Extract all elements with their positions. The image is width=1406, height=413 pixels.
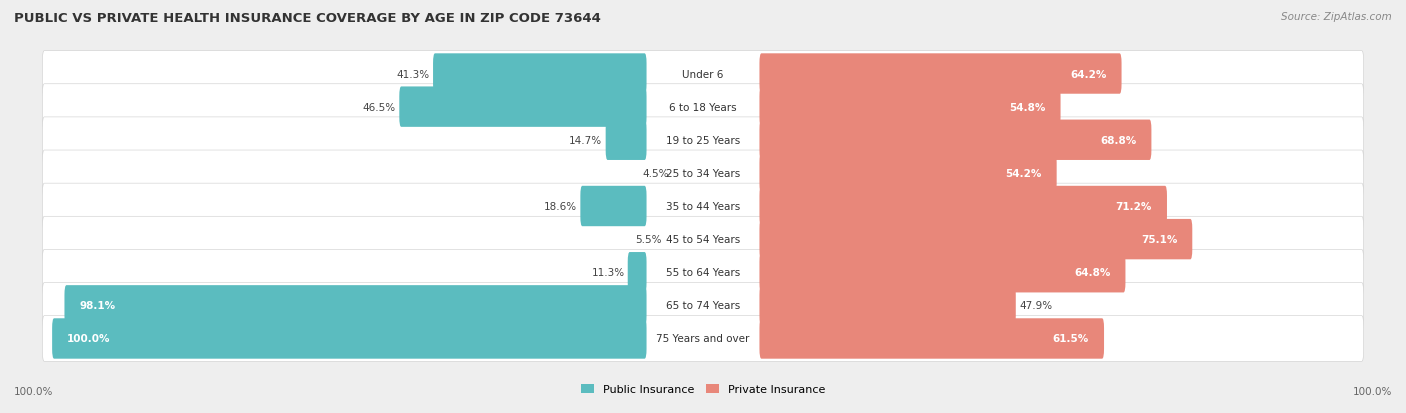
Text: 64.2%: 64.2% [1070,69,1107,79]
FancyBboxPatch shape [759,87,1060,128]
Text: 55 to 64 Years: 55 to 64 Years [666,268,740,278]
Text: 64.8%: 64.8% [1074,268,1111,278]
Text: 4.5%: 4.5% [643,169,669,178]
FancyBboxPatch shape [433,54,647,95]
Text: 5.5%: 5.5% [636,235,662,244]
Text: 47.9%: 47.9% [1019,301,1052,311]
FancyBboxPatch shape [606,120,647,161]
FancyBboxPatch shape [42,184,1364,229]
Legend: Public Insurance, Private Insurance: Public Insurance, Private Insurance [576,380,830,399]
FancyBboxPatch shape [399,87,647,128]
Text: 75 Years and over: 75 Years and over [657,334,749,344]
FancyBboxPatch shape [759,285,1015,326]
Text: 75.1%: 75.1% [1142,235,1177,244]
Text: 45 to 54 Years: 45 to 54 Years [666,235,740,244]
Text: 98.1%: 98.1% [79,301,115,311]
FancyBboxPatch shape [42,118,1364,163]
Text: Source: ZipAtlas.com: Source: ZipAtlas.com [1281,12,1392,22]
Text: PUBLIC VS PRIVATE HEALTH INSURANCE COVERAGE BY AGE IN ZIP CODE 73644: PUBLIC VS PRIVATE HEALTH INSURANCE COVER… [14,12,600,25]
Text: 46.5%: 46.5% [363,102,396,112]
Text: 54.8%: 54.8% [1010,102,1046,112]
FancyBboxPatch shape [581,186,647,227]
Text: 71.2%: 71.2% [1116,202,1152,211]
Text: 18.6%: 18.6% [544,202,576,211]
FancyBboxPatch shape [759,252,1125,293]
FancyBboxPatch shape [42,250,1364,295]
Text: 61.5%: 61.5% [1053,334,1090,344]
FancyBboxPatch shape [42,316,1364,361]
Text: 100.0%: 100.0% [14,387,53,396]
Text: 68.8%: 68.8% [1101,135,1136,145]
FancyBboxPatch shape [759,54,1122,95]
FancyBboxPatch shape [42,85,1364,130]
Text: 19 to 25 Years: 19 to 25 Years [666,135,740,145]
Text: Under 6: Under 6 [682,69,724,79]
FancyBboxPatch shape [42,52,1364,97]
Text: 65 to 74 Years: 65 to 74 Years [666,301,740,311]
Text: 35 to 44 Years: 35 to 44 Years [666,202,740,211]
FancyBboxPatch shape [65,285,647,326]
Text: 14.7%: 14.7% [569,135,602,145]
FancyBboxPatch shape [759,120,1152,161]
Text: 41.3%: 41.3% [396,69,430,79]
Text: 25 to 34 Years: 25 to 34 Years [666,169,740,178]
FancyBboxPatch shape [627,252,647,293]
FancyBboxPatch shape [759,219,1192,260]
FancyBboxPatch shape [52,318,647,359]
FancyBboxPatch shape [42,151,1364,196]
FancyBboxPatch shape [42,217,1364,262]
Text: 54.2%: 54.2% [1005,169,1042,178]
FancyBboxPatch shape [42,283,1364,328]
Text: 100.0%: 100.0% [1353,387,1392,396]
Text: 11.3%: 11.3% [592,268,624,278]
Text: 100.0%: 100.0% [67,334,111,344]
FancyBboxPatch shape [759,318,1104,359]
Text: 6 to 18 Years: 6 to 18 Years [669,102,737,112]
FancyBboxPatch shape [759,186,1167,227]
FancyBboxPatch shape [759,153,1057,194]
